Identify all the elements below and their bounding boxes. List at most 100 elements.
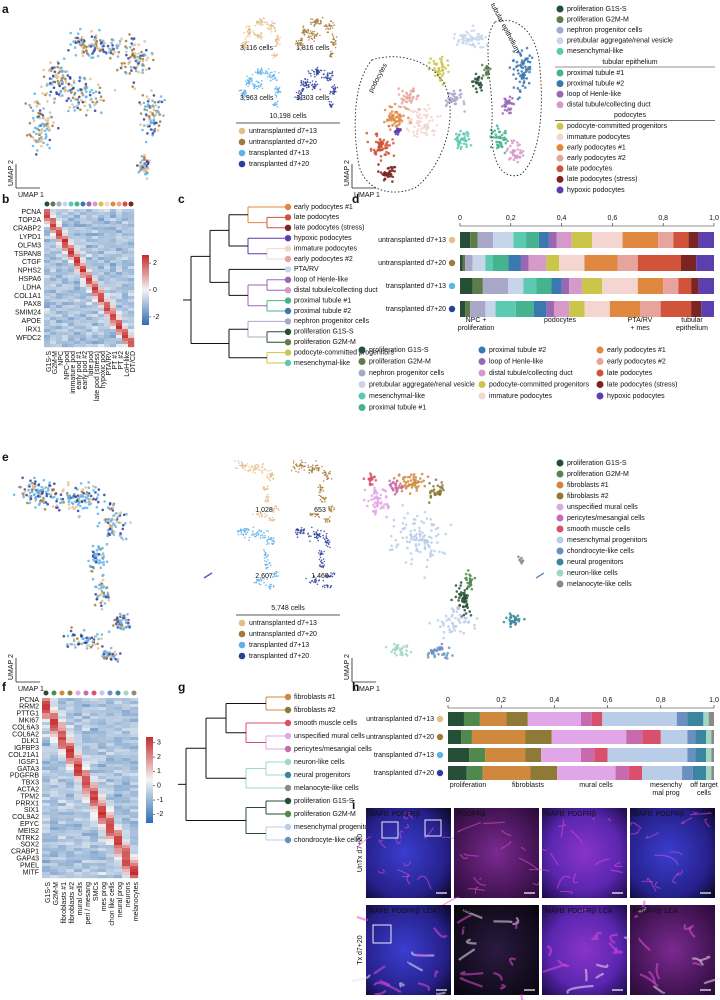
umap-dot [273, 509, 275, 511]
heatmap-cell [44, 296, 50, 299]
umap-dot [58, 509, 61, 512]
umap-dot [261, 24, 263, 26]
umap-dot [90, 57, 93, 60]
heatmap-cell [122, 215, 128, 218]
umap-dot [151, 112, 154, 115]
umap-dot [434, 494, 437, 497]
heatmap-cell [74, 308, 80, 311]
umap-dot [325, 584, 327, 586]
bar-segment [513, 232, 526, 248]
umap-dot [98, 594, 101, 597]
heatmap-cell [42, 731, 50, 734]
umap-dot [107, 596, 110, 599]
heatmap-cell [110, 326, 116, 329]
umap-dot [258, 36, 260, 38]
heatmap-cell [82, 713, 90, 716]
heatmap-cell [42, 728, 50, 731]
umap-dot [328, 473, 330, 475]
umap-dot [465, 600, 468, 603]
umap-dot [259, 516, 261, 518]
umap-dot [386, 503, 389, 506]
umap-dot [458, 94, 461, 97]
umap-dot [510, 622, 513, 625]
heatmap-cell [42, 701, 50, 704]
umap-dot [329, 103, 331, 105]
umap-dot [63, 88, 66, 91]
umap-dot [389, 170, 392, 173]
umap-dot [264, 551, 266, 553]
umap-dot [315, 516, 317, 518]
umap-dot [103, 651, 106, 654]
heatmap-cell [92, 338, 98, 341]
umap-dot [383, 489, 386, 492]
heatmap-cell [122, 317, 128, 320]
umap-dot [262, 72, 264, 74]
umap-dot [265, 556, 267, 558]
heatmap-cell [44, 236, 50, 239]
umap-dot [67, 49, 70, 52]
umap-dot [90, 646, 93, 649]
umap-dot [320, 561, 322, 563]
heatmap-cell [98, 275, 104, 278]
umap-dot [414, 479, 417, 482]
umap-dot [31, 482, 34, 485]
umap-dot [314, 73, 316, 75]
umap-dot [36, 100, 39, 103]
umap-dot [267, 540, 269, 542]
umap-dot [35, 153, 38, 156]
umap-dot [432, 485, 435, 488]
umap-dot [276, 507, 278, 509]
umap-dot [71, 103, 74, 106]
umap-dot [375, 151, 378, 154]
heatmap-cell [92, 299, 98, 302]
umap-dot [513, 139, 516, 142]
umap-dot [474, 577, 477, 580]
umap-dot [255, 25, 257, 27]
umap-dot [85, 640, 88, 643]
heatmap-cell [50, 266, 56, 269]
group-label: PTA/RV [628, 317, 653, 324]
umap-dot [42, 501, 45, 504]
umap-dot [274, 574, 276, 576]
umap-dot [106, 586, 109, 589]
heatmap-cell [56, 293, 62, 296]
bar-segment [546, 301, 554, 317]
umap-dot [237, 530, 239, 532]
leaf-label: melanocyte-like cells [294, 785, 359, 792]
umap-dot [18, 486, 21, 489]
umap-dot [107, 592, 110, 595]
umap-dot [33, 477, 36, 480]
heatmap-cell [128, 257, 134, 260]
column-dot [75, 202, 80, 207]
umap-dot [43, 479, 46, 482]
umap-dot [411, 99, 414, 102]
heatmap-cell [110, 230, 116, 233]
heatmap-cell [116, 299, 122, 302]
heatmap-cell [58, 728, 66, 731]
heatmap-cell [68, 251, 74, 254]
leaf-label: late podocytes (stress) [294, 225, 364, 232]
umap-dot [517, 87, 520, 90]
heatmap-cell [90, 734, 98, 737]
heatmap-cell [116, 302, 122, 305]
group-label: tubular [681, 317, 703, 324]
legend-swatch [359, 393, 366, 400]
umap-dot [21, 477, 24, 480]
umap-dot [271, 28, 273, 30]
umap-dot [130, 69, 133, 72]
umap-dot [423, 576, 426, 579]
heatmap-cell [74, 728, 82, 731]
heatmap-cell [122, 326, 128, 329]
umap-dot [266, 497, 268, 499]
umap-dot [322, 535, 324, 537]
umap-dot [463, 632, 466, 635]
heatmap-cell [122, 230, 128, 233]
heatmap-cell [122, 269, 128, 272]
umap-dot [137, 60, 140, 63]
umap-dot [313, 40, 315, 42]
heatmap-cell [104, 245, 110, 248]
umap-dot [314, 533, 316, 535]
legend-entry: nephron progenitor cells [567, 27, 643, 34]
heatmap-cell [42, 698, 50, 701]
gene-label: TOP2A [18, 217, 41, 224]
